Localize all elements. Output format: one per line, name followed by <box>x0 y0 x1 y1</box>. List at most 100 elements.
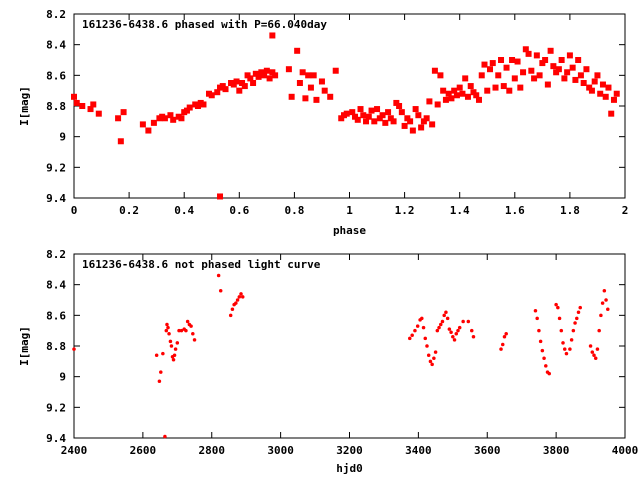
data-point <box>258 69 265 76</box>
data-point <box>504 331 508 336</box>
y-tick-label: 9 <box>59 131 66 144</box>
data-point <box>558 57 565 63</box>
data-point <box>528 67 535 74</box>
data-point <box>588 344 593 348</box>
x-tick-label: 0.4 <box>174 204 194 217</box>
data-point <box>178 115 185 122</box>
data-point <box>426 353 431 357</box>
data-point <box>597 328 601 333</box>
data-point <box>564 69 571 76</box>
data-point <box>269 69 276 76</box>
data-point <box>425 344 429 348</box>
data-point <box>192 338 197 342</box>
data-point <box>72 347 76 351</box>
data-point <box>462 75 469 82</box>
plot-frame <box>73 253 626 439</box>
data-point <box>139 121 146 128</box>
data-point <box>605 84 612 91</box>
data-point <box>602 93 609 100</box>
data-point <box>332 67 339 74</box>
chart-title: 161236-6438.6 phased with P=66.040day <box>82 18 327 31</box>
data-point <box>296 80 303 86</box>
data-point <box>553 69 560 76</box>
x-tick-label: 1.8 <box>560 204 580 217</box>
data-point <box>561 75 568 82</box>
data-point <box>506 87 513 94</box>
data-point <box>489 60 496 67</box>
data-point <box>538 339 543 344</box>
x-axis-label: hjd0 <box>336 462 363 475</box>
data-point <box>604 298 608 302</box>
data-point <box>244 72 251 79</box>
y-axis-ticks: 8.2 8.4 8.6 8.8 9 9.2 9.4 <box>46 8 625 205</box>
plot-frame <box>73 13 626 199</box>
data-point <box>313 96 320 103</box>
data-point <box>365 113 372 120</box>
data-point <box>434 101 441 108</box>
data-point <box>453 92 460 99</box>
data-point <box>421 325 426 330</box>
x-tick-label: 2 <box>622 204 629 217</box>
data-point <box>194 103 201 109</box>
y-axis-label: I[mag] <box>18 86 31 126</box>
data-point <box>168 339 173 344</box>
data-point <box>484 87 491 94</box>
data-point <box>428 359 433 364</box>
data-point <box>478 72 485 79</box>
data-point <box>79 103 86 109</box>
data-point <box>71 93 77 100</box>
data-point <box>164 328 169 333</box>
data-point <box>157 379 162 384</box>
y-tick-label: 9.4 <box>46 432 66 445</box>
data-point <box>464 93 471 100</box>
data-point <box>533 52 540 59</box>
data-point <box>404 115 411 122</box>
data-point <box>169 344 174 348</box>
data-point <box>184 328 188 333</box>
x-tick-label: 2800 <box>199 444 226 457</box>
data-point <box>449 330 453 334</box>
data-point <box>343 110 350 117</box>
data-point <box>412 106 419 113</box>
data-points <box>72 273 610 439</box>
data-point <box>230 81 237 88</box>
x-tick-label: 1.2 <box>395 204 415 217</box>
data-point <box>409 127 416 134</box>
y-tick-label: 8.4 <box>46 39 66 52</box>
data-point <box>338 115 345 122</box>
data-point <box>177 328 181 333</box>
data-points <box>71 32 620 200</box>
data-point <box>514 58 521 65</box>
data-point <box>461 319 465 324</box>
data-point <box>390 118 397 125</box>
data-point <box>396 103 403 109</box>
data-point <box>318 78 325 85</box>
data-point <box>423 115 430 122</box>
data-point <box>222 86 229 93</box>
data-point <box>437 325 441 330</box>
data-point <box>568 347 572 351</box>
data-point <box>233 78 240 85</box>
data-point <box>572 76 579 83</box>
data-point <box>189 324 193 328</box>
data-point <box>498 57 505 63</box>
chart-title: 161236-6438.6 not phased light curve <box>82 258 321 271</box>
data-point <box>263 67 270 74</box>
data-point <box>495 72 502 79</box>
data-point <box>179 328 184 333</box>
data-point <box>500 83 507 90</box>
data-point <box>471 335 476 339</box>
y-tick-label: 9.4 <box>46 192 66 205</box>
data-point <box>536 72 543 79</box>
data-point <box>559 328 564 333</box>
data-point <box>503 64 510 71</box>
data-point <box>172 353 177 357</box>
y-tick-label: 8.6 <box>46 69 66 82</box>
data-point <box>175 341 180 345</box>
data-point <box>288 93 295 100</box>
x-tick-label: 0.6 <box>229 204 249 217</box>
data-point <box>266 75 273 82</box>
phased-light-curve-panel: 0 0.2 0.4 0.6 0.8 1 1.2 1.4 1.6 1.8 2 8.2 8.4 8.6 8.8 9… <box>18 8 628 237</box>
data-point <box>307 84 314 91</box>
